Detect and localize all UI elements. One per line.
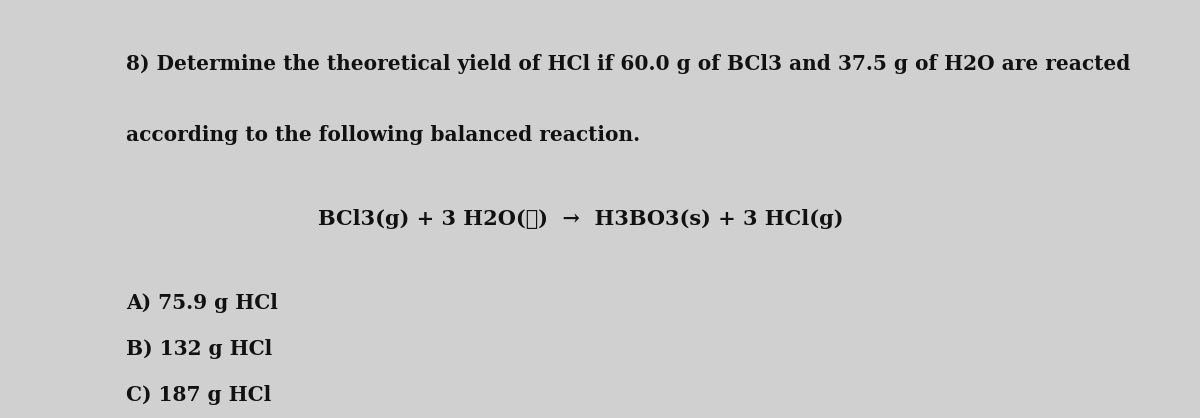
Text: BCl3(g) + 3 H2O(ℓ)  →  H3BO3(s) + 3 HCl(g): BCl3(g) + 3 H2O(ℓ) → H3BO3(s) + 3 HCl(g)	[318, 209, 844, 229]
Text: C) 187 g HCl: C) 187 g HCl	[126, 385, 271, 405]
Text: 8) Determine the theoretical yield of HCl if 60.0 g of BCl3 and 37.5 g of H2O ar: 8) Determine the theoretical yield of HC…	[126, 54, 1130, 74]
Text: according to the following balanced reaction.: according to the following balanced reac…	[126, 125, 640, 145]
Text: A) 75.9 g HCl: A) 75.9 g HCl	[126, 293, 278, 313]
Text: B) 132 g HCl: B) 132 g HCl	[126, 339, 272, 359]
